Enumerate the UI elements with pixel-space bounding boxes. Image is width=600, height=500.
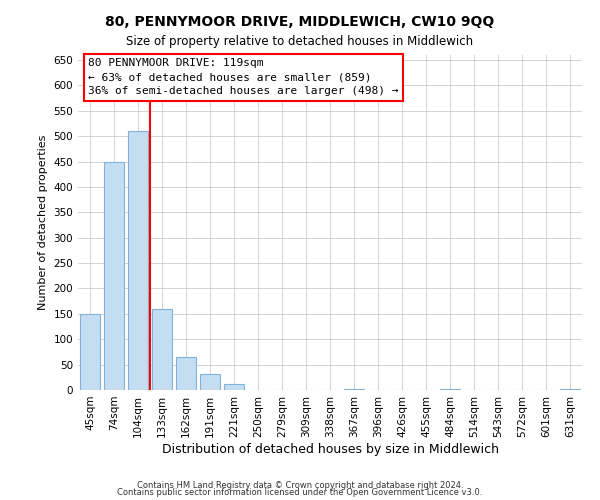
Text: 80 PENNYMOOR DRIVE: 119sqm
← 63% of detached houses are smaller (859)
36% of sem: 80 PENNYMOOR DRIVE: 119sqm ← 63% of deta… (88, 58, 398, 96)
Bar (80, 314, 100, 390)
Bar (440, 389, 460, 390)
Y-axis label: Number of detached properties: Number of detached properties (38, 135, 48, 310)
Bar (344, 389, 364, 390)
Bar (104, 162, 124, 390)
Bar (224, 384, 244, 390)
Text: Contains public sector information licensed under the Open Government Licence v3: Contains public sector information licen… (118, 488, 482, 497)
Bar (176, 357, 196, 390)
Bar (152, 309, 172, 390)
X-axis label: Distribution of detached houses by size in Middlewich: Distribution of detached houses by size … (161, 442, 499, 456)
Bar (200, 374, 220, 390)
Text: 80, PENNYMOOR DRIVE, MIDDLEWICH, CW10 9QQ: 80, PENNYMOOR DRIVE, MIDDLEWICH, CW10 9Q… (106, 15, 494, 29)
Bar (560, 389, 580, 390)
Bar (128, 131, 148, 390)
Text: Size of property relative to detached houses in Middlewich: Size of property relative to detached ho… (127, 35, 473, 48)
Text: Contains HM Land Registry data © Crown copyright and database right 2024.: Contains HM Land Registry data © Crown c… (137, 480, 463, 490)
